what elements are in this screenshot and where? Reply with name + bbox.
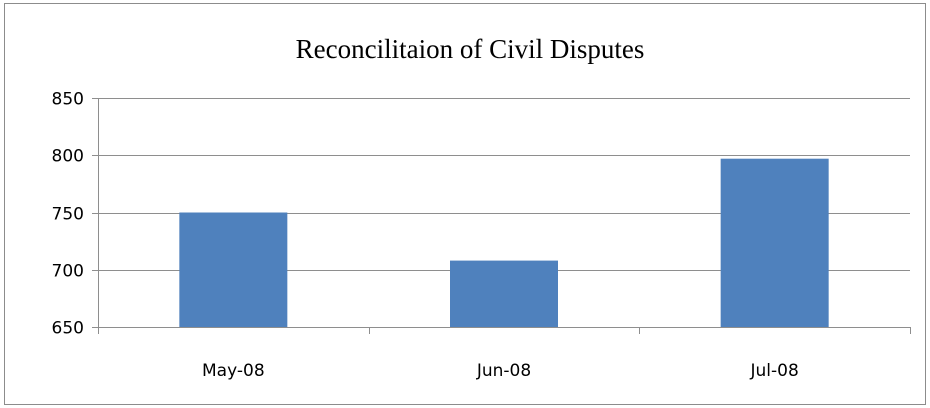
y-tick-label: 850 [52, 90, 84, 110]
y-tick-label: 750 [52, 205, 84, 225]
x-tick-label: Jul-08 [750, 361, 799, 381]
y-tick-label: 650 [52, 319, 84, 339]
bar-may-08 [179, 212, 288, 327]
tick-labels: 650 700 750 800 850 May-08 Jun-08 Jul-08 [52, 90, 799, 382]
x-tick-label: May-08 [202, 361, 265, 381]
y-tick-label: 800 [52, 147, 84, 167]
chart-title: Reconcilitaion of Civil Disputes [296, 34, 645, 64]
bar-jun-08 [450, 260, 558, 327]
axes [92, 98, 911, 334]
bars [179, 158, 829, 327]
bar-jul-08 [720, 158, 829, 327]
y-tick-label: 700 [52, 262, 84, 282]
x-tick-label: Jun-08 [476, 361, 531, 381]
